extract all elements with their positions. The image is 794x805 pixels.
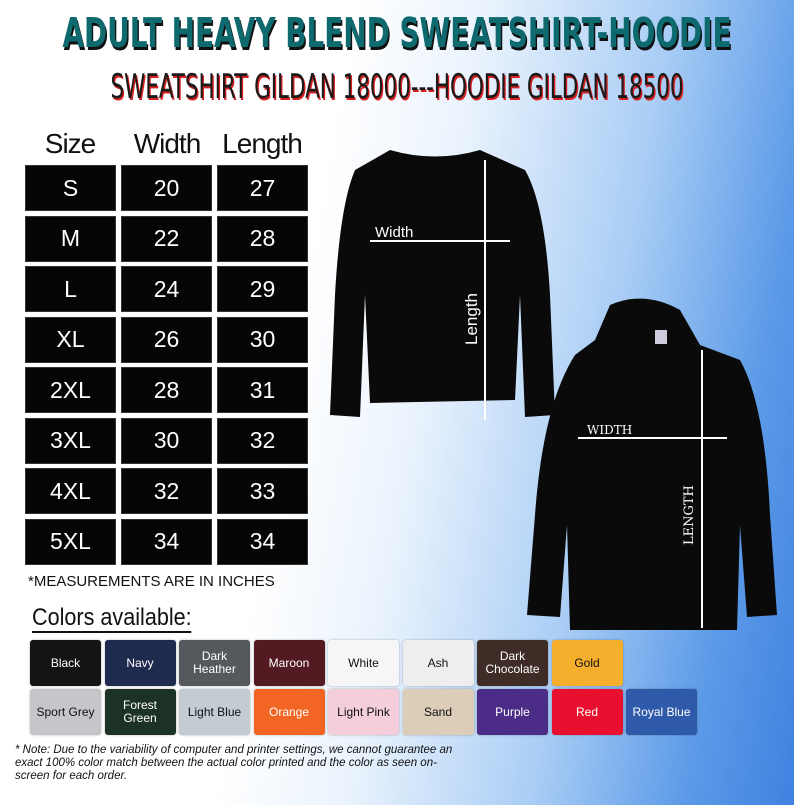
size-cell: 26 [121,316,212,363]
size-cell: 5XL [25,518,116,565]
swatch-label: Sand [423,704,453,719]
swatch-label: Light Pink [337,704,390,719]
page-title: ADULT HEAVY BLEND SWEATSHIRT-HOODIE [62,9,732,57]
column-header-width: Width [133,128,202,159]
size-cell: 33 [217,468,308,514]
color-swatch: White [328,640,399,686]
sweatshirt-diagram: Width Length [330,150,555,420]
swatch-label: Purple [495,704,530,719]
swatch-label: Red [575,704,598,719]
size-cell: 20 [121,165,212,211]
size-cell: 32 [121,468,212,514]
size-cell: 2XL [25,367,116,413]
size-cell: M [25,215,116,262]
color-swatch: Maroon [253,640,325,686]
size-cell: 30 [121,417,212,464]
color-swatch: Navy [104,640,176,686]
swatch-label: Royal Blue [632,704,691,719]
column-header-length: Length [222,128,303,159]
hoodie-diagram: WIDTH LENGTH [527,298,777,630]
size-cell: 27 [217,165,308,211]
color-swatch: Dark Heather [179,640,250,686]
size-cell: L [25,266,116,312]
size-cell: 34 [217,518,308,565]
color-swatch: Gold [551,640,623,686]
size-cell: 34 [121,518,212,565]
swatch-label: Black [50,655,81,670]
hoodie-width-label: WIDTH [587,423,632,437]
swatch-label: Forest Green [122,698,157,725]
column-header-size: Size [44,128,96,159]
color-swatch: Purple [477,689,548,735]
color-swatch: Red [551,689,623,735]
color-swatch: Sport Grey [30,689,101,735]
size-cell: 28 [217,215,308,262]
swatch-label: Dark Chocolate [485,649,540,676]
size-cell: 31 [217,367,308,413]
sweatshirt-length-label: Length [462,293,481,345]
size-cell: 30 [217,316,308,363]
color-swatch: Forest Green [104,689,176,735]
swatch-label: Sport Grey [36,704,95,719]
size-cell: 28 [121,367,212,413]
swatch-label: Light Blue [187,704,242,719]
hoodie-length-label: LENGTH [682,485,697,545]
color-swatch: Light Blue [179,689,250,735]
color-swatch: Black [30,640,101,686]
color-swatch: Light Pink [328,689,399,735]
color-swatch: Royal Blue [626,689,697,735]
size-cell: 29 [217,266,308,312]
swatch-label: Orange [268,704,310,719]
size-cell: 3XL [25,417,116,464]
unit-note: *MEASUREMENTS ARE IN INCHES [28,573,275,590]
colors-title: Colors available: [32,604,192,633]
swatch-label: Maroon [268,655,310,670]
swatch-label: White [348,655,379,670]
swatch-label: Dark Heather [193,649,236,676]
color-swatch: Orange [253,689,325,735]
page-subtitle: SWEATSHIRT GILDAN 18000---HOODIE GILDAN … [110,67,684,107]
swatch-label: Gold [574,655,600,670]
size-cell: 4XL [25,468,116,514]
color-swatch: Ash [402,640,474,686]
color-swatch: Sand [402,689,474,735]
color-disclaimer: * Note: Due to the variability of comput… [15,744,453,782]
size-cell: 22 [121,215,212,262]
color-swatch: Dark Chocolate [477,640,548,686]
swatch-label: Navy [126,655,154,670]
sweatshirt-width-label: Width [375,224,413,241]
size-cell: XL [25,316,116,363]
swatch-label: Ash [427,655,449,670]
size-cell: 32 [217,417,308,464]
size-cell: S [25,165,116,211]
size-cell: 24 [121,266,212,312]
